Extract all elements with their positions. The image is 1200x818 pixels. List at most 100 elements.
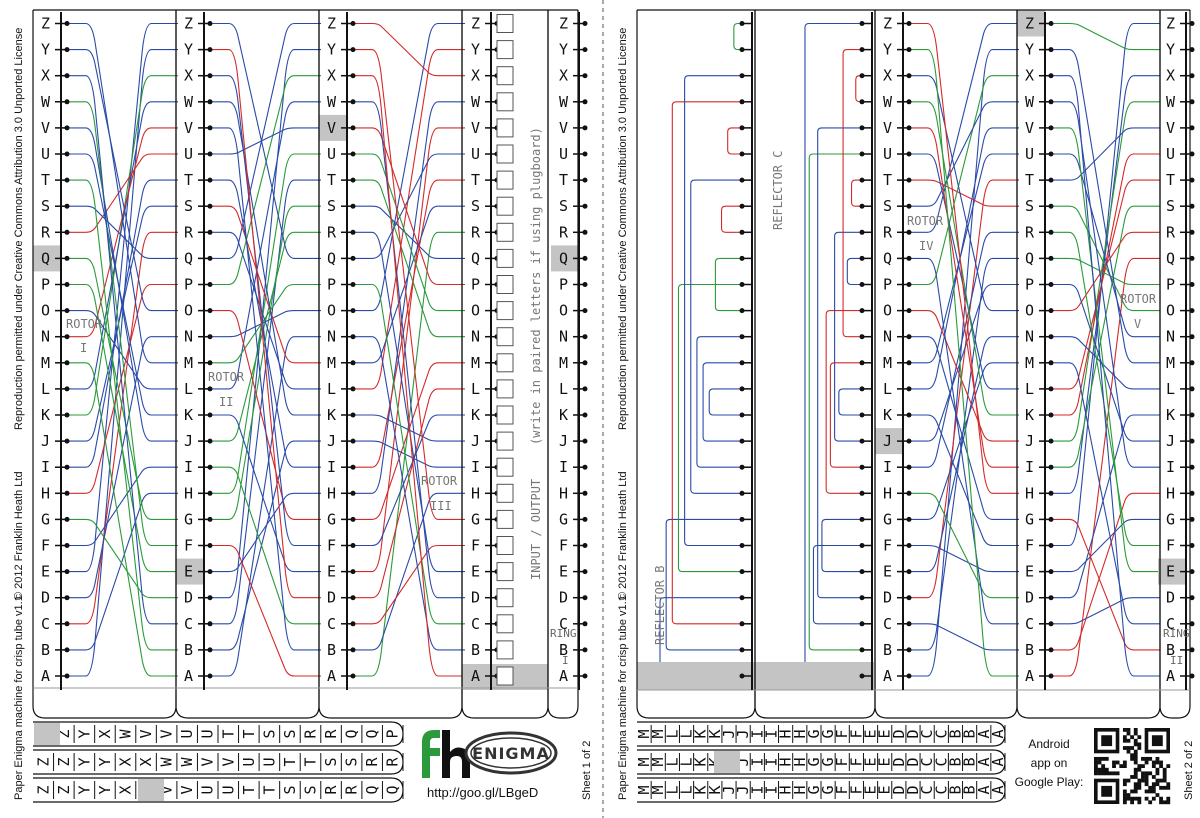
reflector-b-label: REFLECTOR B [653,566,667,645]
rotor-wire [341,414,465,547]
ring-num: I [562,654,569,667]
strip-letter: D [890,785,908,794]
rotor-wire [897,75,1019,286]
plugboard-input-box[interactable] [496,92,514,112]
strip-letter: S [260,729,278,738]
rotor-letter: P [41,276,50,294]
machine-title-text: Paper Enigma machine for crisp tube v1.1 [13,595,25,800]
plugboard-input-box[interactable] [496,144,514,164]
plugboard-input-box[interactable] [496,509,514,529]
rotor-letter: W [184,93,194,111]
rotor-letter: R [471,223,481,241]
rotor-letter: B [883,641,892,659]
strip-letter: M [649,729,667,738]
rotor-wire [55,101,178,547]
strip-letter: Z [55,757,73,766]
rotor-letter: Y [471,41,480,59]
strip-letter: J [734,785,752,794]
plugboard-input-box[interactable] [496,431,514,451]
rotor-frame [754,10,876,719]
rotor-letter: P [1166,276,1175,294]
license-text-2: Reproduction permitted under Creative Co… [617,28,629,430]
rotor-wire [1039,231,1160,547]
rotor-letter: V [41,119,50,137]
plugboard-input-box[interactable] [496,248,514,268]
url-link[interactable]: http://goo.gl/LBgeD [427,785,538,800]
plugboard-input-box[interactable] [496,562,514,582]
strip-letter: E [862,757,880,766]
rotor-letter: B [471,641,480,659]
rotor-frame [175,10,320,719]
reflector-wire [834,231,872,442]
rotor-wire [1039,597,1160,625]
rotor-letter: T [471,171,480,189]
rotor-wire [897,414,1019,547]
plugboard-input-box[interactable] [496,457,514,477]
rotor-frame [547,10,579,719]
plugboard-input-box[interactable] [496,666,514,686]
rotor-wire [55,492,178,651]
plugboard-input-box[interactable] [496,66,514,86]
strip-letter: D [904,785,922,794]
rotor-letter: X [471,67,480,85]
rotor-letter: M [184,354,193,372]
rotor-letter: E [471,563,480,581]
rotor-wire [198,153,321,494]
rotor-letter: X [1166,67,1175,85]
rotor-letter: T [1025,171,1034,189]
plugboard-input-box[interactable] [496,170,514,190]
rotor-letter: R [559,223,569,241]
rotor-letter: P [1025,276,1034,294]
strip-letter: Y [96,785,114,794]
rotor-letter: D [883,589,892,607]
rotor-letter: S [1166,197,1175,215]
rotor-frame [874,10,1018,719]
plugboard-input-box[interactable] [496,118,514,138]
rotor-letter: M [327,354,336,372]
plugboard-input-box[interactable] [496,40,514,60]
strip-letter: X [117,757,135,766]
rotor-letter: S [41,197,50,215]
plugboard-input-box[interactable] [496,222,514,242]
rotor-letter: G [1166,510,1175,528]
rotor-frame [1016,10,1161,719]
plugboard-input-box[interactable] [496,614,514,634]
rotor-wire [55,466,178,547]
strip-letter: A [975,757,993,766]
plugboard-input-box[interactable] [496,353,514,373]
rotor-wire [1039,257,1160,286]
plugboard-input-box[interactable] [496,379,514,399]
qr-code[interactable] [1094,728,1171,805]
strip-letter: D [890,757,908,766]
plugboard-input-box[interactable] [496,301,514,321]
plugboard-input-box[interactable] [496,536,514,555]
strip-letter: R [343,785,361,795]
rotor-letter: F [471,537,480,555]
strip-letter: S [322,757,340,766]
rotor-letter: U [883,145,892,163]
plugboard-input-box[interactable] [496,14,514,33]
rotor-letter: U [559,145,568,163]
rotor-wire [198,231,321,442]
rotor-letter: Z [1166,15,1175,33]
rotor-letter: W [559,93,569,111]
plugboard-input-box[interactable] [496,483,514,503]
strip-letter: C [918,757,936,766]
rotor-wire [55,101,178,390]
reflector-wire [817,127,872,599]
plugboard-input-box[interactable] [496,405,514,425]
rotor-wire [341,544,465,625]
rotor-letter: V [883,119,892,137]
plugboard-input-box[interactable] [496,275,514,294]
strip-letter: H [777,785,795,794]
plugboard-input-box[interactable] [496,588,514,608]
plugboard-input-box[interactable] [496,327,514,347]
rotor-letter: I [327,458,336,476]
license-text: Reproduction permitted under Creative Co… [13,28,25,430]
plugboard-input-box[interactable] [496,196,514,216]
rotor-letter: L [883,380,892,398]
plugboard-input-box[interactable] [496,640,514,660]
reflector-wire [720,205,752,233]
rotor-wire [55,127,178,442]
